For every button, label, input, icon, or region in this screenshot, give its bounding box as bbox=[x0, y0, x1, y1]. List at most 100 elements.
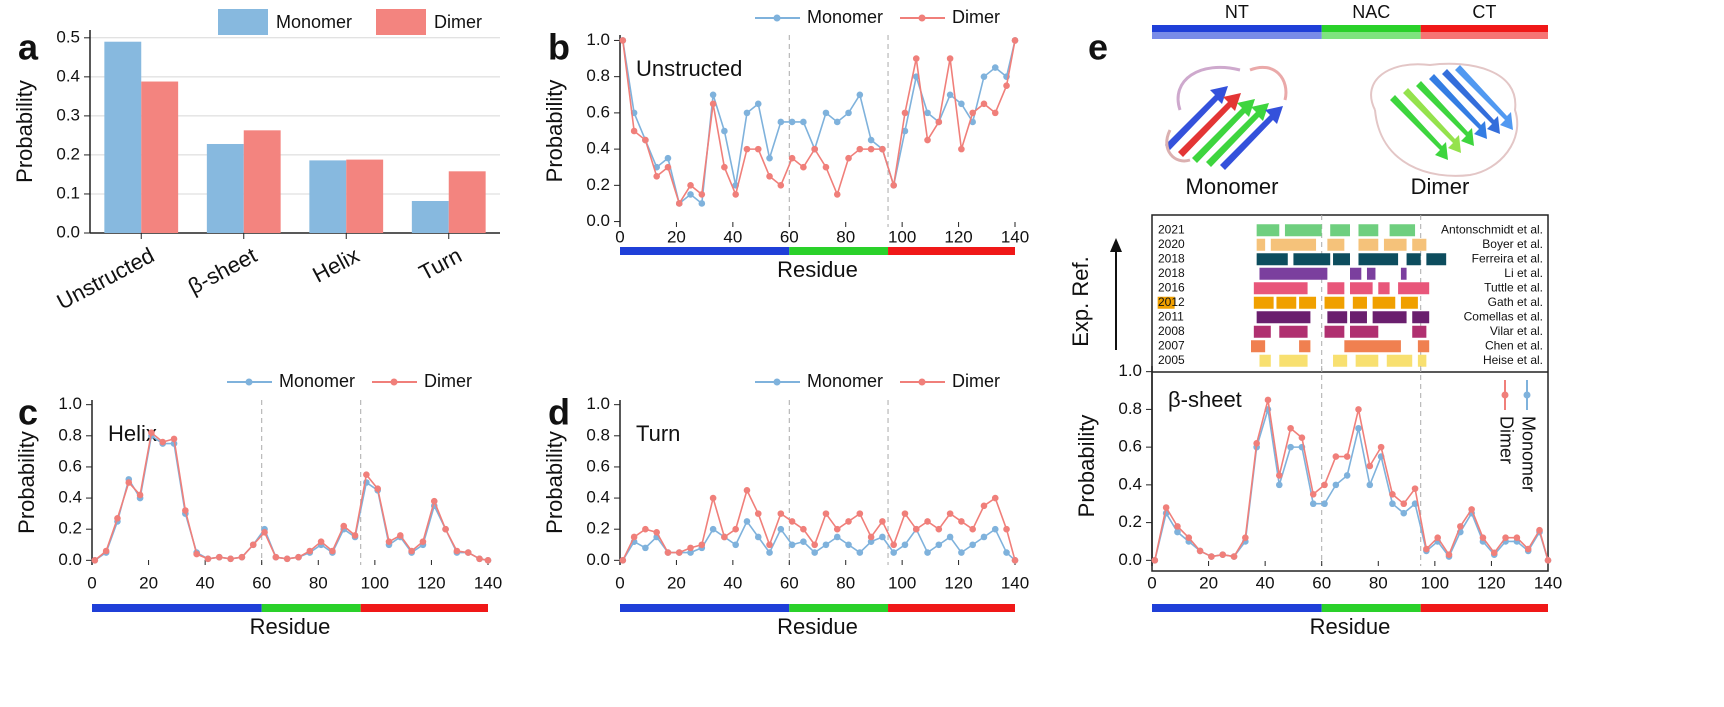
data-point bbox=[935, 118, 943, 126]
y-tick-label: 0.6 bbox=[58, 456, 82, 475]
monomer-cartoon bbox=[1165, 65, 1288, 170]
data-point bbox=[619, 557, 627, 564]
data-point bbox=[1174, 523, 1181, 530]
data-point bbox=[969, 109, 976, 117]
data-point bbox=[777, 525, 785, 533]
x-tick-label: 120 bbox=[1477, 573, 1505, 592]
data-point bbox=[946, 510, 954, 517]
data-point bbox=[958, 549, 965, 556]
domain-bar bbox=[92, 604, 262, 612]
data-point bbox=[675, 549, 683, 556]
data-point bbox=[991, 494, 999, 502]
y-tick-label: 0.0 bbox=[58, 550, 82, 569]
y-tick-label: 1.0 bbox=[586, 30, 610, 49]
y-tick-label: 0.3 bbox=[56, 105, 80, 124]
y-tick-label: 0.1 bbox=[56, 183, 80, 202]
data-point bbox=[833, 191, 841, 198]
data-point bbox=[980, 73, 988, 80]
data-point bbox=[1174, 528, 1181, 536]
x-tick-label: 140 bbox=[1001, 227, 1029, 246]
data-point bbox=[642, 544, 649, 552]
data-point bbox=[340, 522, 348, 530]
y-tick-label: 0.0 bbox=[56, 222, 80, 241]
x-tick-label: 20 bbox=[1199, 573, 1218, 592]
data-point bbox=[879, 533, 886, 541]
data-point bbox=[1513, 534, 1521, 541]
domain-bar bbox=[1152, 604, 1322, 612]
data-point bbox=[924, 549, 931, 556]
y-tick-label: 0.4 bbox=[56, 66, 80, 85]
domain-bar bbox=[1321, 25, 1421, 32]
y-axis-label: Probability bbox=[542, 80, 567, 183]
x-tick-label: 140 bbox=[1001, 573, 1029, 592]
y-tick-label: 0.6 bbox=[586, 102, 610, 121]
y-tick-label: 0.2 bbox=[56, 144, 80, 163]
data-point bbox=[642, 136, 649, 144]
y-axis-label: Probability bbox=[1074, 415, 1099, 518]
x-tick-label: 80 bbox=[836, 227, 855, 246]
x-axis-label: Residue bbox=[777, 257, 858, 282]
ref-segment bbox=[1406, 253, 1421, 266]
data-point bbox=[1400, 509, 1408, 517]
data-point bbox=[430, 497, 438, 505]
y-tick-label: 0.4 bbox=[1118, 474, 1142, 493]
ref-segment bbox=[1350, 267, 1362, 280]
x-tick-label: 40 bbox=[723, 227, 742, 246]
ref-segment bbox=[1372, 296, 1396, 309]
data-point bbox=[800, 118, 807, 126]
data-point bbox=[114, 515, 121, 522]
domain-bar bbox=[789, 604, 889, 612]
ref-segment bbox=[1366, 267, 1376, 280]
legend-marker bbox=[1523, 391, 1531, 399]
data-point bbox=[754, 510, 762, 517]
data-point bbox=[833, 525, 841, 533]
ref-name: Ferreira et al. bbox=[1472, 251, 1543, 265]
ref-segment bbox=[1358, 253, 1399, 266]
data-point bbox=[295, 553, 302, 561]
ref-segment bbox=[1253, 296, 1274, 309]
data-point bbox=[811, 549, 818, 556]
x-tick-label: 80 bbox=[309, 573, 328, 592]
data-point bbox=[935, 525, 943, 533]
data-point bbox=[991, 525, 999, 533]
data-point bbox=[721, 163, 728, 171]
y-tick-label: 1.0 bbox=[1118, 361, 1142, 380]
x-tick-label: 0 bbox=[87, 573, 96, 592]
data-point bbox=[833, 118, 841, 126]
ref-segment bbox=[1324, 296, 1345, 309]
data-point bbox=[788, 541, 796, 549]
legend-marker bbox=[390, 378, 398, 386]
data-point bbox=[912, 55, 920, 62]
ref-year: 2008 bbox=[1158, 324, 1185, 338]
data-point bbox=[1208, 553, 1215, 560]
x-tick-label: 140 bbox=[1534, 573, 1562, 592]
data-point bbox=[754, 145, 762, 153]
data-point bbox=[1287, 443, 1294, 451]
data-point bbox=[1003, 82, 1010, 90]
ref-segment bbox=[1279, 354, 1308, 367]
domain-bar bbox=[1420, 25, 1548, 32]
legend-label: Monomer bbox=[807, 7, 883, 27]
data-point bbox=[215, 553, 223, 561]
data-point bbox=[408, 547, 415, 555]
data-point bbox=[464, 549, 472, 556]
data-point bbox=[1355, 424, 1362, 432]
y-axis-label: Probability bbox=[14, 431, 39, 534]
data-point bbox=[363, 471, 370, 479]
y-tick-label: 0.4 bbox=[586, 488, 610, 507]
data-point bbox=[901, 127, 909, 135]
data-point bbox=[1242, 534, 1249, 541]
data-point bbox=[800, 163, 807, 171]
ref-segment bbox=[1412, 325, 1427, 338]
data-point bbox=[800, 525, 807, 533]
data-point bbox=[924, 518, 931, 525]
x-tick-label: 80 bbox=[1369, 573, 1388, 592]
data-point bbox=[1253, 440, 1260, 447]
legend-marker bbox=[918, 378, 926, 386]
domain-label: NT bbox=[1225, 2, 1249, 22]
x-tick-label: 100 bbox=[888, 573, 916, 592]
data-point bbox=[1502, 534, 1509, 541]
data-point bbox=[901, 541, 909, 549]
y-axis-label: Probability bbox=[542, 431, 567, 534]
domain-bar bbox=[360, 604, 488, 612]
